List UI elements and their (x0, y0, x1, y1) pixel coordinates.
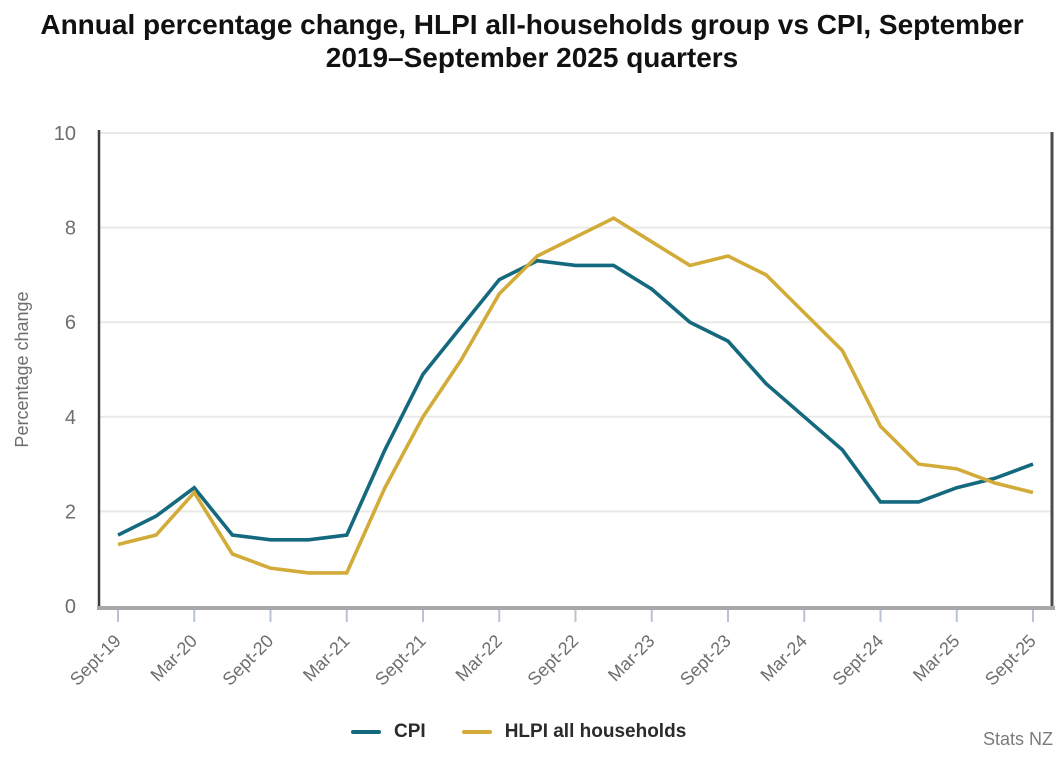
chart-title: Annual percentage change, HLPI all-house… (40, 9, 1024, 73)
x-tick-label-Mar-23: Mar-23 (604, 631, 658, 685)
x-tick-label-Sept-24: Sept-24 (829, 631, 888, 690)
x-tick-label-Sept-25: Sept-25 (981, 631, 1040, 690)
y-tick-label-2: 2 (65, 501, 76, 523)
y-tick-label-6: 6 (65, 312, 76, 334)
legend-item-hlpi: HLPI all households (461, 721, 687, 743)
x-tick-label-Sept-19: Sept-19 (66, 631, 125, 690)
x-tick-label-Sept-20: Sept-20 (219, 631, 278, 690)
x-tick-label-Sept-23: Sept-23 (676, 631, 735, 690)
x-tick-label-Sept-22: Sept-22 (524, 631, 583, 690)
legend: CPI HLPI all households (351, 721, 686, 743)
x-tick-label-Mar-25: Mar-25 (909, 631, 963, 685)
y-tick-label-0: 0 (65, 596, 76, 618)
hlpi-legend-label: HLPI all households (504, 721, 687, 742)
x-tick-label-Mar-24: Mar-24 (757, 631, 811, 685)
x-tick-label-Sept-21: Sept-21 (371, 631, 430, 690)
cpi-line-swatch (351, 730, 381, 734)
cpi-legend-label: CPI (394, 721, 426, 742)
hlpi-line-swatch (461, 730, 492, 734)
legend-item-cpi: CPI (351, 721, 426, 743)
series-line-hlpi (117, 216, 1034, 575)
y-axis-title: Percentage change (12, 291, 32, 447)
x-tick-label-Mar-20: Mar-20 (147, 631, 201, 685)
y-tick-label-10: 10 (54, 123, 76, 145)
y-tick-label-8: 8 (65, 218, 76, 240)
series-line-cpi (117, 258, 1034, 542)
y-tick-label-4: 4 (65, 407, 76, 429)
x-tick-label-Mar-22: Mar-22 (452, 631, 506, 685)
source-attribution: Stats NZ (982, 729, 1053, 749)
x-tick-label-Mar-21: Mar-21 (299, 631, 353, 685)
